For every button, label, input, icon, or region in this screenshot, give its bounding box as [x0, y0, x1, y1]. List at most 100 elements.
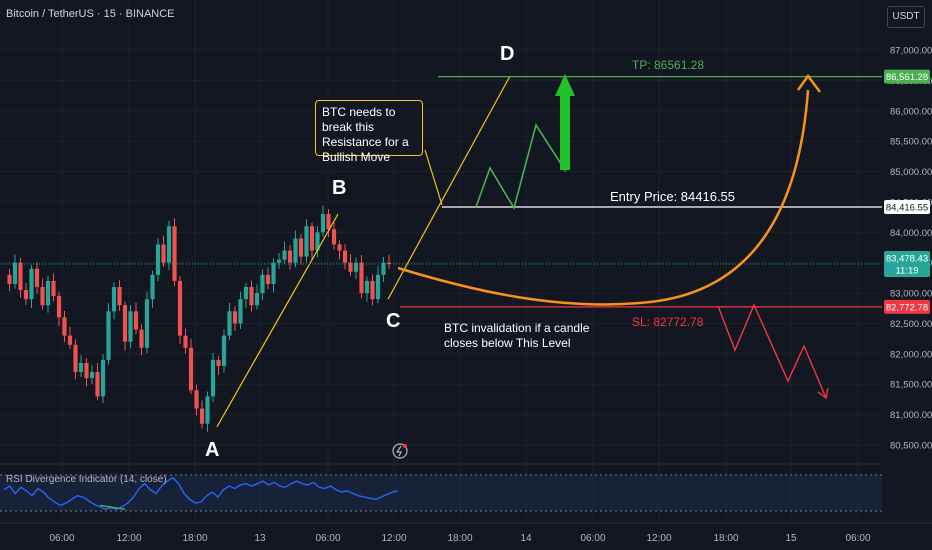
candle-body — [386, 262, 392, 265]
candle-body — [337, 244, 342, 251]
candle-body — [331, 229, 337, 245]
candle-body — [122, 305, 128, 342]
callout-pointer — [424, 149, 443, 206]
y-tick-label: 84,000.00 — [890, 228, 932, 239]
bear-zigzag — [717, 303, 827, 399]
candle-body — [34, 268, 40, 287]
candle-body — [282, 250, 287, 260]
candle-body — [128, 311, 133, 342]
entry-price-tag — [884, 199, 930, 214]
rsi-band — [0, 475, 882, 511]
candle-body — [23, 290, 29, 300]
x-tick-label: 12:00 — [381, 533, 406, 544]
candle-body — [216, 359, 221, 366]
alert-icon-bolt — [395, 445, 402, 457]
y-tick-label: 81,500.00 — [890, 380, 932, 391]
x-tick-label: 06:00 — [845, 533, 870, 544]
candle-body — [155, 244, 161, 275]
y-tick-label: 82,000.00 — [890, 349, 932, 360]
y-tick-label: 85,500.00 — [890, 137, 932, 148]
candle-body — [29, 268, 34, 300]
y-tick-label: 83,000.00 — [890, 289, 932, 300]
candle-body — [348, 262, 353, 272]
rsi-title: RSI Divergence Indicator (14, close) — [6, 474, 167, 485]
tp-price-tag-text: 86,561.28 — [886, 72, 928, 83]
candle-body — [89, 372, 95, 379]
x-tick-label: 14 — [520, 533, 532, 544]
candle-body — [166, 226, 172, 263]
pattern-line-cd — [387, 75, 511, 300]
x-tick-label: 15 — [785, 533, 797, 544]
candle-body — [293, 238, 298, 263]
candle-body — [309, 226, 315, 251]
candle-body — [111, 287, 117, 312]
candle-body — [45, 280, 51, 306]
candle-body — [364, 280, 370, 294]
alert-icon-ring — [392, 443, 408, 459]
candle-body — [177, 280, 183, 336]
countdown-text: 11:19 — [895, 266, 918, 277]
entry-label: Entry Price: 84416.55 — [610, 189, 736, 204]
candle-body — [205, 396, 210, 424]
entry-price-tag-text: 84,416.55 — [886, 202, 928, 213]
candle-body — [7, 274, 12, 284]
y-tick-label: 87,000.00 — [890, 46, 932, 57]
candle-body — [271, 262, 276, 284]
candle-body — [227, 311, 232, 336]
candle-body — [210, 359, 216, 397]
candle-body — [67, 335, 73, 345]
x-tick-label: 13 — [254, 533, 266, 544]
x-tick-label: 12:00 — [646, 533, 671, 544]
candle-body — [260, 274, 265, 294]
candle-body — [304, 226, 309, 257]
y-tick-label: 85,000.00 — [890, 167, 932, 178]
pattern-line-ab — [216, 213, 339, 428]
currency-button[interactable]: USDT — [887, 6, 925, 28]
sl-price-tag-text: 82,772.78 — [886, 302, 928, 313]
candle-body — [254, 293, 260, 306]
candle-body — [320, 214, 326, 233]
current-price-tag-text: 83,478.43 — [886, 254, 928, 265]
current-price-tag — [884, 251, 930, 278]
y-tick-label: 82,500.00 — [890, 319, 932, 330]
y-tick-label: 80,500.00 — [890, 441, 932, 452]
candle-body — [84, 362, 89, 379]
candle-body — [238, 299, 243, 324]
candle-body — [326, 214, 331, 230]
projection-arrowhead — [796, 73, 821, 93]
candle-body — [375, 274, 381, 300]
tp-price-tag — [884, 69, 930, 84]
y-tick-label: 81,000.00 — [890, 410, 932, 421]
candle-body — [150, 274, 155, 300]
candle-body — [95, 372, 100, 397]
sl-label: SL: 82772.78 — [632, 315, 704, 329]
symbol-title: Bitcoin / TetherUS · 15 · BINANCE — [6, 8, 175, 20]
invalidation-note: BTC invalidation if a candle closes belo… — [444, 321, 590, 350]
candle-body — [188, 347, 194, 391]
candle-body — [106, 311, 111, 360]
candle-body — [381, 262, 386, 275]
candle-body — [342, 250, 348, 263]
candle-body — [370, 280, 375, 300]
candle-body — [298, 238, 304, 257]
candle-body — [276, 259, 282, 263]
candle-body — [243, 287, 249, 300]
sl-price-tag — [884, 299, 930, 314]
drawing-overlays — [0, 73, 882, 459]
candle-body — [18, 262, 23, 291]
projection-curve — [397, 89, 810, 306]
price-axis: 87,000.0086,500.0086,000.0085,500.0085,0… — [882, 0, 932, 550]
y-tick-label: 86,000.00 — [890, 106, 932, 117]
candle-body — [194, 390, 199, 409]
candle-body — [353, 262, 359, 272]
candle-body — [62, 317, 67, 336]
point-d-label: D — [500, 43, 515, 65]
alert-icon-dot — [403, 444, 407, 448]
candle-body — [287, 250, 293, 263]
candle-body — [144, 299, 150, 348]
candle-body — [199, 408, 205, 424]
candle-body — [221, 335, 227, 366]
rsi-divergence-line — [99, 504, 126, 510]
